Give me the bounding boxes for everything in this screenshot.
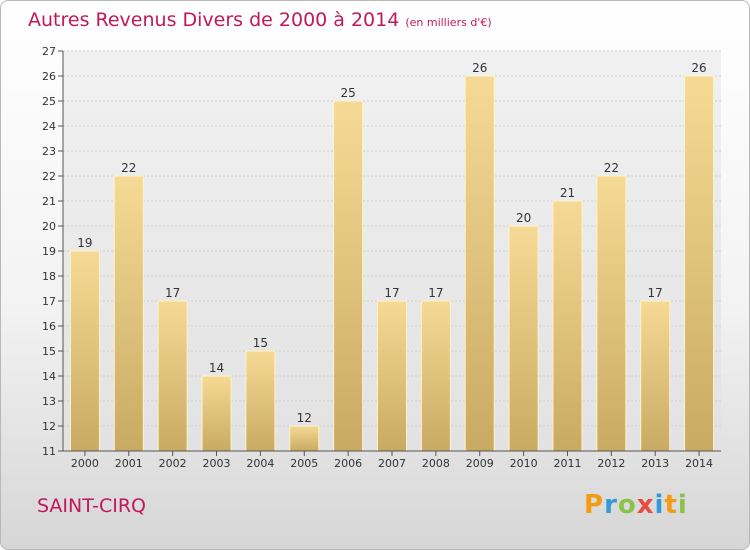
bar-2006: [333, 100, 364, 452]
x-tick-label: 2004: [246, 457, 274, 470]
y-tick-label: 17: [42, 295, 56, 308]
bar-2008: [420, 300, 451, 452]
bar-2003: [201, 375, 232, 452]
x-tick-label: 2002: [159, 457, 187, 470]
bar-value-label: 20: [516, 211, 531, 225]
bar-value-label: 26: [472, 61, 487, 75]
y-tick-label: 16: [42, 320, 56, 333]
bar-2011: [552, 200, 583, 452]
logo-letter: r: [604, 490, 618, 520]
bar-value-label: 17: [428, 286, 443, 300]
logo-letter: i: [654, 490, 665, 520]
bar-value-label: 17: [165, 286, 180, 300]
x-tick-label: 2014: [685, 457, 713, 470]
y-tick-label: 22: [42, 170, 56, 183]
bar-2010: [508, 225, 539, 452]
y-tick-label: 20: [42, 220, 56, 233]
logo-letter: i: [677, 490, 688, 520]
bar-2007: [377, 300, 407, 452]
y-tick-label: 12: [42, 420, 56, 433]
y-tick-label: 26: [42, 70, 56, 83]
x-tick-label: 2005: [290, 457, 318, 470]
bar-value-label: 22: [121, 161, 136, 175]
x-tick-label: 2013: [641, 457, 669, 470]
chart-title: Autres Revenus Divers de 2000 à 2014 (en …: [28, 9, 492, 31]
y-tick-label: 24: [42, 120, 56, 133]
y-tick-label: 25: [42, 95, 56, 108]
logo-letter: P: [584, 490, 605, 520]
bar-2000: [69, 250, 100, 452]
bar-2013: [640, 300, 671, 452]
bar-value-label: 17: [648, 286, 663, 300]
x-tick-label: 2000: [71, 457, 99, 470]
bar-2002: [157, 300, 188, 452]
y-tick-label: 19: [42, 245, 56, 258]
logo-letter: t: [664, 490, 678, 520]
axes-group: 11 12 13 14 15 16 17 18 19 20 21 22 23 24 25 26 27 2000 20…: [42, 45, 721, 470]
bar-2001: [113, 175, 144, 452]
city-name: SAINT-CIRQ: [37, 495, 146, 517]
bar-2005: [289, 425, 320, 452]
x-tick-label: 2008: [422, 457, 450, 470]
bar-value-label: 22: [604, 161, 619, 175]
y-tick-label: 11: [42, 445, 56, 458]
x-tick-label: 2006: [334, 457, 362, 470]
bar-value-label: 21: [560, 186, 575, 200]
bar-value-label: 25: [340, 86, 355, 100]
x-tick-label: 2007: [378, 457, 406, 470]
bar-value-label: 15: [253, 336, 268, 350]
bars-group: 19 22 17 14 15 12 25 17 17 26 20 21 22 17 26: [69, 61, 715, 452]
bar-2012: [596, 175, 627, 452]
y-tick-label: 27: [42, 45, 56, 58]
bar-2014: [684, 75, 715, 452]
y-tick-label: 21: [42, 195, 56, 208]
logo-letter: o: [617, 490, 637, 520]
bar-2004: [245, 350, 276, 452]
bar-2009: [464, 75, 495, 452]
x-tick-label: 2003: [203, 457, 231, 470]
y-tick-label: 14: [42, 370, 56, 383]
x-tick-label: 2010: [510, 457, 538, 470]
bar-value-label: 17: [384, 286, 399, 300]
bar-value-label: 14: [209, 361, 224, 375]
x-tick-label: 2001: [115, 457, 143, 470]
chart-subtitle: (en milliers d'€): [405, 16, 492, 29]
x-tick-label: 2012: [597, 457, 625, 470]
bar-value-label: 12: [297, 411, 312, 425]
y-tick-label: 13: [42, 395, 56, 408]
chart-title-text: Autres Revenus Divers de 2000 à 2014: [28, 9, 400, 31]
logo-letter: x: [636, 490, 655, 520]
x-tick-label: 2009: [466, 457, 494, 470]
y-tick-label: 15: [42, 345, 56, 358]
proxiti-logo: Proxiti: [584, 490, 688, 520]
bar-value-label: 19: [77, 236, 92, 250]
x-tick-label: 2011: [553, 457, 581, 470]
bar-value-label: 26: [691, 61, 706, 75]
y-tick-label: 23: [42, 145, 56, 158]
y-tick-label: 18: [42, 270, 56, 283]
